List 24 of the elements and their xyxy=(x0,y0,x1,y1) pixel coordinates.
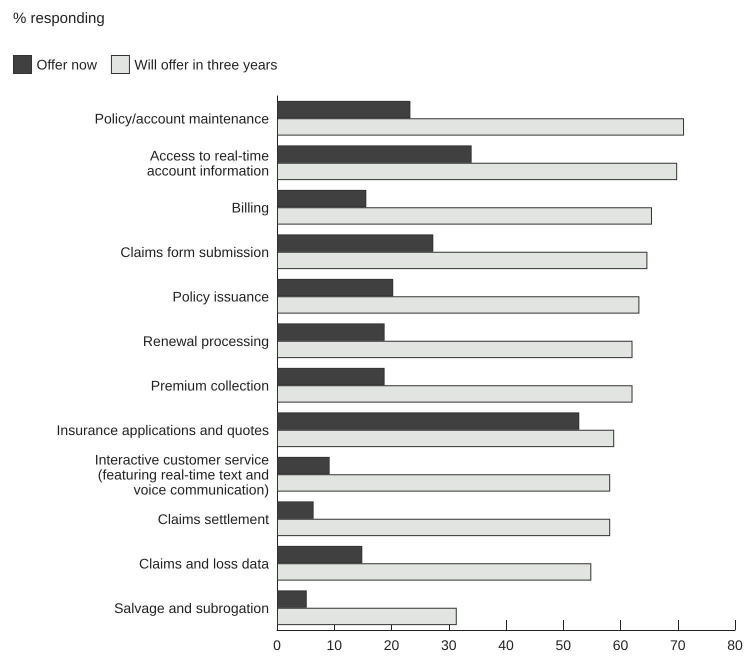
y-tick-label: Policy issuance xyxy=(172,288,270,304)
y-tick-label: Salvage and subrogation xyxy=(114,600,269,616)
x-tick-label: 30 xyxy=(440,637,457,653)
x-tick-label: 10 xyxy=(326,637,342,653)
text: % responding xyxy=(13,10,105,27)
y-tick-label: Claims settlement xyxy=(158,510,270,527)
y-tick-label: Interactive customer service (featuring real-time text and voice communication) xyxy=(94,451,270,498)
x-tick-label: 80 xyxy=(727,637,743,653)
x-tick-label: 0 xyxy=(273,637,282,653)
legend-label: Offer now xyxy=(36,56,98,72)
y-tick-label: Insurance applications and quotes xyxy=(56,422,269,438)
y-tick-label: Renewal processing xyxy=(142,332,269,349)
y-tick-label: Access to real-time account information xyxy=(146,147,270,178)
y-tick-label: Claims and loss data xyxy=(139,555,270,572)
y-tick-label: Policy/account maintenance xyxy=(94,110,270,126)
x-tick-label: 20 xyxy=(384,637,400,653)
x-tick-label: 70 xyxy=(670,637,686,653)
x-tick-label: 50 xyxy=(555,637,572,653)
legend-label: Will offer in three years xyxy=(134,56,278,72)
x-tick-label: 40 xyxy=(498,637,514,653)
y-tick-label: Billing xyxy=(232,199,269,216)
y-tick-label: Premium collection xyxy=(150,377,269,394)
y-tick-label: Claims form submission xyxy=(120,244,269,260)
x-tick-label: 60 xyxy=(612,637,628,653)
